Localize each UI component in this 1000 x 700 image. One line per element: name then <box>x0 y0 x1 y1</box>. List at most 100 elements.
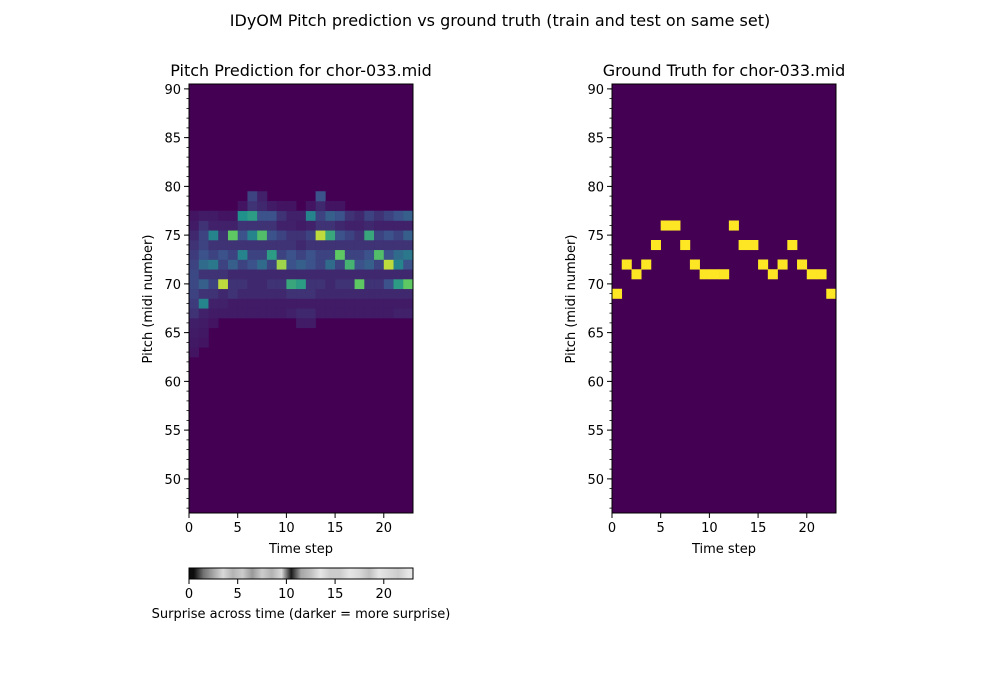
surprise-cell <box>370 568 372 579</box>
prediction-cell <box>305 249 316 260</box>
prediction-cell <box>335 259 346 270</box>
surprise-cell <box>199 568 201 579</box>
surprise-cell <box>310 568 312 579</box>
surprise-cell <box>240 568 242 579</box>
prediction-cell <box>374 279 385 290</box>
surprise-cell <box>353 568 355 579</box>
surprise-cell <box>383 568 385 579</box>
surprise-cell <box>326 568 328 579</box>
prediction-cell <box>296 259 307 270</box>
surprise-cell <box>309 568 311 579</box>
prediction-cell <box>208 230 219 241</box>
surprise-cell <box>267 568 269 579</box>
surprise-cell <box>350 568 352 579</box>
surprise-cell <box>336 568 338 579</box>
prediction-cell <box>276 249 287 260</box>
surprise-cell <box>251 568 253 579</box>
surprise-cell <box>283 568 285 579</box>
surprise-cell <box>247 568 249 579</box>
surprise-cell <box>390 568 392 579</box>
prediction-cell <box>218 249 229 260</box>
prediction-y-tick-label: 80 <box>164 180 181 195</box>
surprise-cell <box>362 568 364 579</box>
surprise-cell <box>263 568 265 579</box>
ground-truth-x-label: Time step <box>691 542 756 557</box>
prediction-cell <box>227 249 238 260</box>
prediction-cell <box>189 318 200 329</box>
surprise-cell <box>293 568 295 579</box>
surprise-cell <box>216 568 218 579</box>
prediction-cell <box>286 201 297 212</box>
surprise-cell <box>266 568 268 579</box>
surprise-cell <box>404 568 406 579</box>
ground-truth-note <box>621 259 632 270</box>
surprise-cell <box>344 568 346 579</box>
prediction-cell <box>198 308 209 319</box>
prediction-cell <box>266 269 277 280</box>
surprise-cell <box>375 568 377 579</box>
surprise-cell <box>405 568 407 579</box>
prediction-cell <box>257 288 268 299</box>
prediction-cell <box>227 288 238 299</box>
surprise-cell <box>196 568 198 579</box>
surprise-cell <box>351 568 353 579</box>
surprise-cell <box>328 568 330 579</box>
prediction-cell <box>296 240 307 251</box>
surprise-cell <box>337 568 339 579</box>
prediction-cell <box>247 308 258 319</box>
prediction-cell <box>335 298 346 309</box>
prediction-cell <box>393 288 404 299</box>
surprise-x-label: Surprise across time (darker = more surp… <box>152 607 451 622</box>
prediction-cell <box>335 279 346 290</box>
ground-truth-note <box>689 259 700 270</box>
prediction-cell <box>296 269 307 280</box>
prediction-cell <box>344 269 355 280</box>
prediction-x-axis: 0 5 10 15 20 <box>185 513 392 536</box>
surprise-cell <box>401 568 403 579</box>
prediction-cell <box>276 201 287 212</box>
prediction-cell <box>227 259 238 270</box>
prediction-cell <box>266 201 277 212</box>
prediction-cell <box>403 308 414 319</box>
surprise-cell <box>256 568 258 579</box>
surprise-cell <box>335 568 337 579</box>
surprise-x-tick-label: 5 <box>234 587 242 602</box>
surprise-cell <box>276 568 278 579</box>
prediction-cell <box>286 279 297 290</box>
prediction-cell <box>218 269 229 280</box>
surprise-cell <box>305 568 307 579</box>
prediction-cell <box>383 210 394 221</box>
surprise-cell <box>257 568 259 579</box>
surprise-cell <box>191 568 193 579</box>
prediction-cell <box>237 308 248 319</box>
surprise-cell <box>245 568 247 579</box>
surprise-cell <box>261 568 263 579</box>
prediction-y-label: Pitch (midi number) <box>141 235 156 364</box>
prediction-cell <box>315 279 326 290</box>
prediction-cell <box>286 230 297 241</box>
prediction-cell <box>276 279 287 290</box>
prediction-cell <box>335 210 346 221</box>
ground-truth-note <box>680 240 691 251</box>
ground-truth-y-tick-label: 85 <box>587 132 604 147</box>
prediction-cell <box>335 220 346 231</box>
surprise-cell <box>306 568 308 579</box>
surprise-cell <box>270 568 272 579</box>
surprise-cell <box>195 568 197 579</box>
prediction-cell <box>383 240 394 251</box>
prediction-cell <box>354 210 365 221</box>
prediction-cell <box>364 259 375 270</box>
surprise-cell <box>277 568 279 579</box>
prediction-cell <box>247 269 258 280</box>
surprise-cell <box>248 568 250 579</box>
prediction-cell <box>208 220 219 231</box>
surprise-cell <box>378 568 380 579</box>
prediction-cell <box>218 259 229 270</box>
surprise-cell <box>354 568 356 579</box>
surprise-cell <box>314 568 316 579</box>
prediction-cell <box>237 220 248 231</box>
prediction-cell <box>237 230 248 241</box>
prediction-cell <box>189 337 200 348</box>
prediction-cell <box>286 249 297 260</box>
